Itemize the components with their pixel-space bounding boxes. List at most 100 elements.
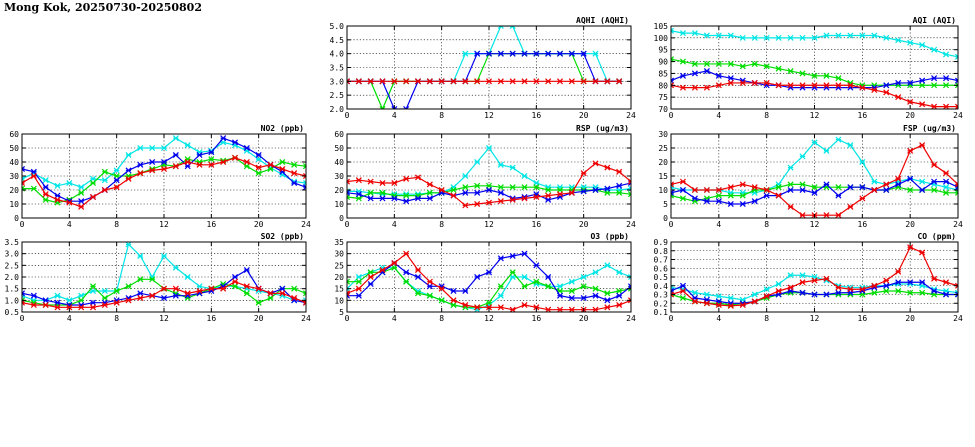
data-point <box>450 287 457 295</box>
series-line <box>347 147 631 195</box>
data-point <box>907 244 914 251</box>
y-tick-label: 3.5 <box>5 238 20 247</box>
y-tick-label: 4.5 <box>330 36 345 45</box>
data-point <box>279 158 286 166</box>
data-point <box>835 284 842 291</box>
data-point <box>78 304 85 311</box>
data-point <box>739 34 746 41</box>
x-tick-label: 8 <box>764 314 769 323</box>
x-tick-label: 16 <box>858 314 868 323</box>
data-point <box>220 158 227 166</box>
data-point <box>943 184 950 191</box>
y-tick-label: 3.0 <box>330 77 345 86</box>
chart-aqhi: 2.0 2.5 3.0 3.5 4.0 4.5 5.0 0 4 8 12 16 20 24 AQHI (AQ… <box>330 16 636 120</box>
data-point <box>462 287 469 295</box>
series-rsp-2 <box>347 179 631 205</box>
y-tick-label: 0.6 <box>654 264 669 273</box>
data-point <box>580 283 587 290</box>
data-point <box>101 186 108 194</box>
data-point <box>751 79 758 86</box>
data-point <box>497 283 504 290</box>
data-point <box>450 301 457 309</box>
chart-title: AQI (AQI) <box>913 16 956 25</box>
data-point <box>811 34 818 41</box>
data-point <box>835 32 842 39</box>
data-point <box>811 277 818 284</box>
data-point <box>66 179 73 187</box>
data-point <box>727 60 734 67</box>
data-point <box>775 82 782 89</box>
data-point <box>691 298 698 305</box>
data-point <box>403 175 410 182</box>
data-point <box>691 186 698 194</box>
data-point <box>775 184 782 191</box>
data-point <box>883 82 890 89</box>
data-point <box>497 292 504 299</box>
data-point <box>391 264 398 271</box>
series-aqi-1 <box>671 56 958 89</box>
data-point <box>125 167 132 174</box>
x-tick-label: 20 <box>905 111 915 120</box>
data-point <box>137 161 144 168</box>
x-tick-label: 0 <box>20 314 25 323</box>
data-point <box>604 164 611 171</box>
x-tick-label: 4 <box>392 111 397 120</box>
x-tick-label: 24 <box>626 314 636 323</box>
data-point <box>367 78 374 85</box>
data-point <box>679 84 686 91</box>
data-point <box>883 287 890 295</box>
data-point <box>414 266 422 274</box>
data-point <box>627 283 631 290</box>
data-point <box>66 304 73 311</box>
data-point <box>379 189 386 196</box>
data-point <box>835 192 842 199</box>
data-point <box>715 82 722 89</box>
y-tick-label: 0.5 <box>654 273 669 282</box>
data-point <box>184 290 191 297</box>
data-point <box>255 151 262 159</box>
data-point <box>291 294 298 302</box>
data-point <box>355 191 362 198</box>
data-point <box>715 293 722 300</box>
data-point <box>347 290 351 297</box>
x-tick-label: 16 <box>207 220 217 229</box>
x-tick-label: 16 <box>532 314 542 323</box>
data-point <box>149 276 156 283</box>
data-point <box>580 188 587 195</box>
data-point <box>671 56 675 63</box>
data-point <box>727 79 734 86</box>
data-point <box>823 291 830 298</box>
data-point <box>391 78 398 85</box>
x-tick-label: 24 <box>953 314 963 323</box>
data-point <box>592 160 599 167</box>
data-point <box>568 287 575 295</box>
data-point <box>113 177 120 184</box>
chart-fsp: 0 5 10 15 20 25 30 0 4 8 12 16 20 24 FSP (ug/m3) <box>658 124 963 229</box>
data-point <box>149 167 156 174</box>
data-point <box>497 184 504 191</box>
data-point <box>907 39 914 46</box>
data-point <box>113 299 120 306</box>
data-point <box>556 292 564 299</box>
y-tick-label: 0 <box>663 214 668 223</box>
data-point <box>279 290 286 297</box>
data-point <box>78 297 85 304</box>
data-point <box>751 60 758 67</box>
data-point <box>137 276 144 283</box>
data-point <box>592 269 599 276</box>
x-tick-label: 0 <box>669 314 674 323</box>
data-point <box>799 70 806 77</box>
data-point <box>231 278 239 285</box>
data-point <box>125 151 132 159</box>
data-point <box>823 32 830 39</box>
data-point <box>462 189 469 196</box>
data-point <box>113 287 120 295</box>
data-point <box>497 304 504 311</box>
series-so2-3 <box>22 278 306 311</box>
data-point <box>391 195 398 202</box>
data-point <box>775 34 782 41</box>
data-point <box>89 179 97 187</box>
series-co-1 <box>671 287 958 309</box>
data-point <box>355 278 362 285</box>
x-tick-label: 8 <box>764 111 769 120</box>
